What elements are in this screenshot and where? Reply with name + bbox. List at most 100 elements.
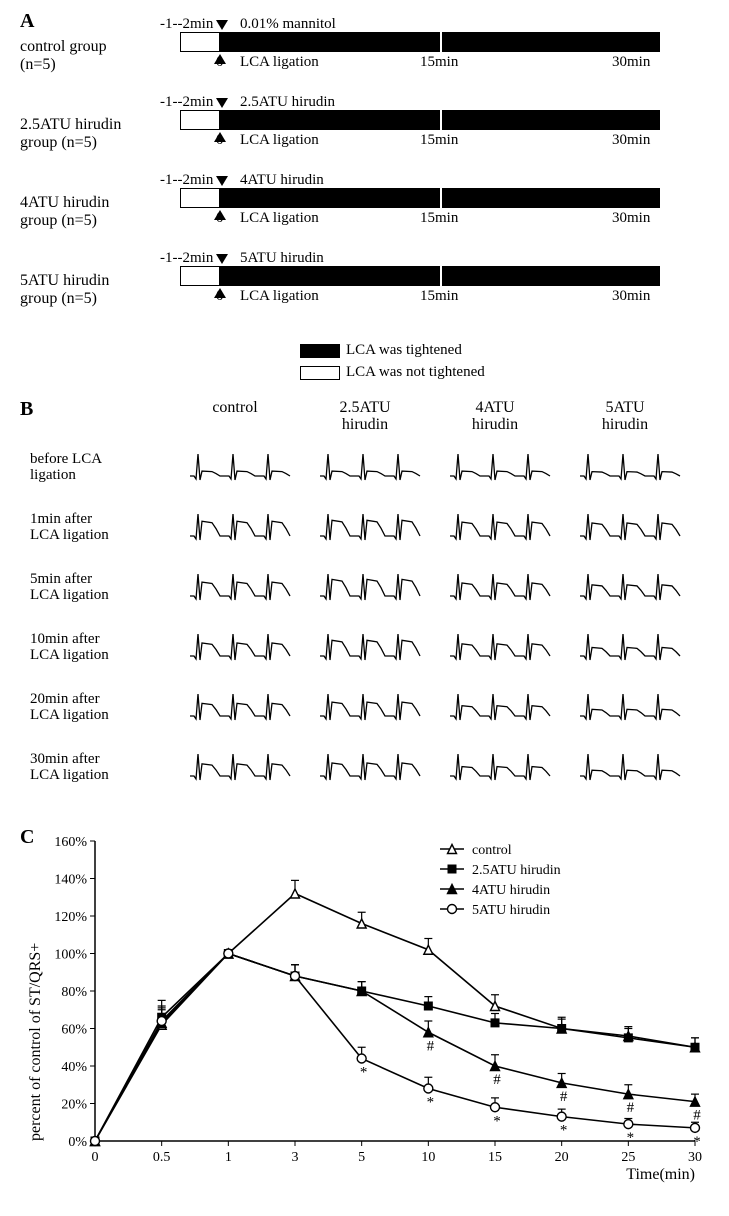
timeline-label: 30min xyxy=(612,288,650,305)
x-tick-label: 25 xyxy=(621,1150,635,1165)
ecg-trace xyxy=(315,686,425,730)
timeline-label: 0 xyxy=(216,210,224,227)
marker-square-icon xyxy=(491,1018,500,1027)
ecg-trace xyxy=(575,686,685,730)
panel-a-label: A xyxy=(20,10,34,33)
y-tick-label: 120% xyxy=(54,910,87,925)
ecg-trace xyxy=(185,566,295,610)
marker-circle-icon xyxy=(448,905,457,914)
marker-circle-icon xyxy=(424,1084,433,1093)
marker-circle-icon xyxy=(491,1103,500,1112)
ecg-trace xyxy=(575,626,685,670)
marker-square-icon xyxy=(424,1002,433,1011)
series-line xyxy=(95,954,695,1142)
ecg-trace xyxy=(445,506,555,550)
bar-pretreat xyxy=(180,110,220,130)
x-tick-label: 20 xyxy=(555,1150,569,1165)
marker-circle-icon xyxy=(91,1137,100,1146)
col-header: control xyxy=(175,400,295,417)
group-label: 4ATU hirudingroup (n=5) xyxy=(20,194,109,229)
row-label: 5min afterLCA ligation xyxy=(30,572,109,604)
timeline-label: LCA ligation xyxy=(240,288,319,305)
sig-mark: # xyxy=(427,1038,435,1054)
injection-marker-icon xyxy=(216,176,228,186)
x-tick-label: 3 xyxy=(292,1150,299,1165)
sig-mark: * xyxy=(560,1123,568,1139)
marker-circle-icon xyxy=(557,1112,566,1121)
marker-circle-icon xyxy=(624,1120,633,1129)
bar-pretreat xyxy=(180,32,220,52)
timeline-label: LCA ligation xyxy=(240,54,319,71)
y-axis-label: percent of control of ST/QRS+ xyxy=(27,943,44,1141)
panel-b: B control 2.5ATUhirudin 4ATUhirudin 5ATUhir… xyxy=(10,398,719,818)
sig-mark: # xyxy=(693,1108,701,1124)
col-header: 2.5ATUhirudin xyxy=(305,400,425,434)
bar-tick xyxy=(440,110,442,130)
col-header: 5ATUhirudin xyxy=(565,400,685,434)
marker-square-icon xyxy=(557,1024,566,1033)
x-tick-label: 0.5 xyxy=(153,1150,171,1165)
y-tick-label: 80% xyxy=(61,985,87,1000)
group-label: 5ATU hirudingroup (n=5) xyxy=(20,272,109,307)
marker-square-icon xyxy=(691,1043,700,1052)
x-tick-label: 10 xyxy=(421,1150,435,1165)
marker-circle-icon xyxy=(157,1017,166,1026)
y-tick-label: 0% xyxy=(68,1135,87,1150)
ecg-trace xyxy=(185,506,295,550)
legend-label: control xyxy=(472,843,512,858)
sig-mark: # xyxy=(493,1072,501,1088)
injection-marker-icon xyxy=(216,254,228,264)
swatch-empty-icon xyxy=(300,366,340,380)
timeline-label: 0 xyxy=(216,288,224,305)
ecg-trace xyxy=(315,566,425,610)
row-label: 1min afterLCA ligation xyxy=(30,512,109,544)
timeline-label: 30min xyxy=(612,132,650,149)
timeline-label: 0 xyxy=(216,54,224,71)
y-tick-label: 160% xyxy=(54,835,87,850)
x-tick-label: 5 xyxy=(358,1150,365,1165)
group-label: 2.5ATU hirudingroup (n=5) xyxy=(20,116,121,151)
series-line xyxy=(95,954,695,1142)
pretime-label: -1--2min xyxy=(160,250,213,267)
x-tick-label: 15 xyxy=(488,1150,502,1165)
panel-c: C 0%20%40%60%80%100%120%140%160%00.51351… xyxy=(10,826,719,1206)
timeline-label: 0 xyxy=(216,132,224,149)
timeline-label: LCA ligation xyxy=(240,210,319,227)
y-tick-label: 100% xyxy=(54,948,87,963)
ecg-trace xyxy=(445,566,555,610)
marker-triangle-icon xyxy=(424,1028,433,1037)
panel-c-label: C xyxy=(20,826,34,849)
timeline-label: 15min xyxy=(420,132,458,149)
pretime-label: -1--2min xyxy=(160,94,213,111)
bar-pretreat xyxy=(180,188,220,208)
series-line xyxy=(95,954,695,1142)
ecg-trace xyxy=(185,446,295,490)
timeline-label: 30min xyxy=(612,210,650,227)
x-tick-label: 1 xyxy=(225,1150,232,1165)
timeline-label: 15min xyxy=(420,210,458,227)
bar-pretreat xyxy=(180,266,220,286)
y-tick-label: 40% xyxy=(61,1060,87,1075)
sig-mark: * xyxy=(627,1130,635,1146)
marker-circle-icon xyxy=(691,1123,700,1132)
ecg-trace xyxy=(445,446,555,490)
marker-triangle-icon xyxy=(291,889,300,898)
ecg-trace xyxy=(315,446,425,490)
ecg-trace xyxy=(445,686,555,730)
group-label: control group(n=5) xyxy=(20,38,107,73)
panel-b-label: B xyxy=(20,398,33,421)
marker-square-icon xyxy=(624,1033,633,1042)
row-label: 20min afterLCA ligation xyxy=(30,692,109,724)
treatment-label: 2.5ATU hirudin xyxy=(240,94,335,111)
col-header: 4ATUhirudin xyxy=(435,400,555,434)
marker-circle-icon xyxy=(291,972,300,981)
treatment-label: 0.01% mannitol xyxy=(240,16,336,33)
marker-circle-icon xyxy=(224,949,233,958)
chart-svg: 0%20%40%60%80%100%120%140%160%00.5135101… xyxy=(10,826,719,1196)
ecg-trace xyxy=(575,566,685,610)
ecg-trace xyxy=(185,746,295,790)
sig-mark: * xyxy=(360,1065,368,1081)
treatment-label: 4ATU hirudin xyxy=(240,172,324,189)
x-axis-label: Time(min) xyxy=(626,1166,695,1183)
row-label: 30min afterLCA ligation xyxy=(30,752,109,784)
